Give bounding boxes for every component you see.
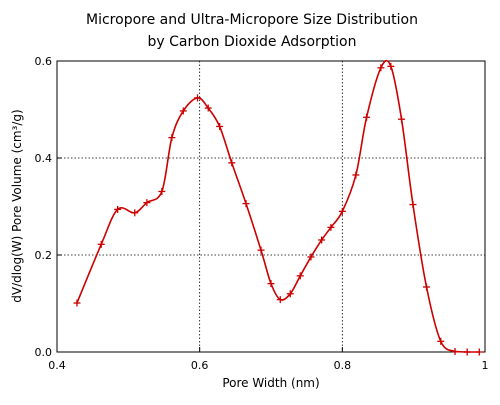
data-point-marker bbox=[73, 299, 81, 307]
data-point-marker bbox=[437, 337, 445, 345]
chart-title: Micropore and Ultra-Micropore Size Distr… bbox=[86, 12, 418, 50]
series-line bbox=[76, 59, 480, 353]
data-point-marker bbox=[242, 200, 250, 208]
data-point-marker bbox=[398, 115, 406, 123]
data-point-marker bbox=[179, 107, 187, 115]
data-point-marker bbox=[423, 283, 431, 291]
data-point-marker bbox=[286, 290, 294, 298]
series-layer bbox=[73, 59, 483, 356]
data-point-marker bbox=[307, 253, 315, 261]
data-point-marker bbox=[338, 207, 346, 215]
x-axis-label: Pore Width (nm) bbox=[222, 376, 319, 390]
data-point-marker bbox=[327, 223, 335, 231]
data-point-marker bbox=[409, 201, 417, 209]
x-tick-label: 1 bbox=[482, 359, 489, 372]
x-tick-label: 0.4 bbox=[48, 359, 66, 372]
data-point-marker bbox=[158, 187, 166, 195]
x-tick-label: 0.8 bbox=[334, 359, 352, 372]
data-point-marker bbox=[451, 348, 459, 356]
y-axis-label: dV/dlog(W) Pore Volume (cm³/g) bbox=[10, 109, 24, 302]
y-tick-label: 0.2 bbox=[35, 249, 53, 262]
x-tick-label: 0.6 bbox=[191, 359, 209, 372]
data-point-marker bbox=[143, 199, 151, 207]
data-point-marker bbox=[257, 246, 265, 254]
data-point-marker bbox=[267, 280, 275, 288]
grid bbox=[57, 61, 485, 352]
plot-area-frame bbox=[56, 60, 486, 353]
data-point-marker bbox=[352, 171, 360, 179]
chart-title-line-2: by Carbon Dioxide Adsorption bbox=[148, 34, 357, 50]
data-point-marker bbox=[377, 64, 385, 72]
data-point-marker bbox=[216, 122, 224, 130]
data-point-marker bbox=[276, 296, 284, 304]
data-point-marker bbox=[168, 134, 176, 142]
data-point-marker bbox=[204, 104, 212, 112]
data-point-marker bbox=[228, 159, 236, 167]
data-point-marker bbox=[463, 348, 471, 356]
data-point-marker bbox=[363, 113, 371, 121]
data-point-marker bbox=[296, 272, 304, 280]
data-point-marker bbox=[114, 205, 122, 213]
data-point-marker bbox=[318, 236, 326, 244]
y-tick-label: 0.0 bbox=[35, 346, 53, 359]
axis-ticks: 0.4 0.6 0.8 1 0.0 0.2 0.4 0.6 bbox=[35, 55, 489, 372]
y-tick-label: 0.6 bbox=[35, 55, 53, 68]
data-point-marker bbox=[475, 348, 483, 356]
data-point-marker bbox=[97, 240, 105, 248]
data-point-marker bbox=[131, 209, 139, 217]
data-point-marker bbox=[387, 62, 395, 70]
y-tick-label: 0.4 bbox=[35, 152, 53, 165]
chart-title-line-1: Micropore and Ultra-Micropore Size Distr… bbox=[86, 12, 418, 28]
data-point-marker bbox=[194, 94, 202, 102]
